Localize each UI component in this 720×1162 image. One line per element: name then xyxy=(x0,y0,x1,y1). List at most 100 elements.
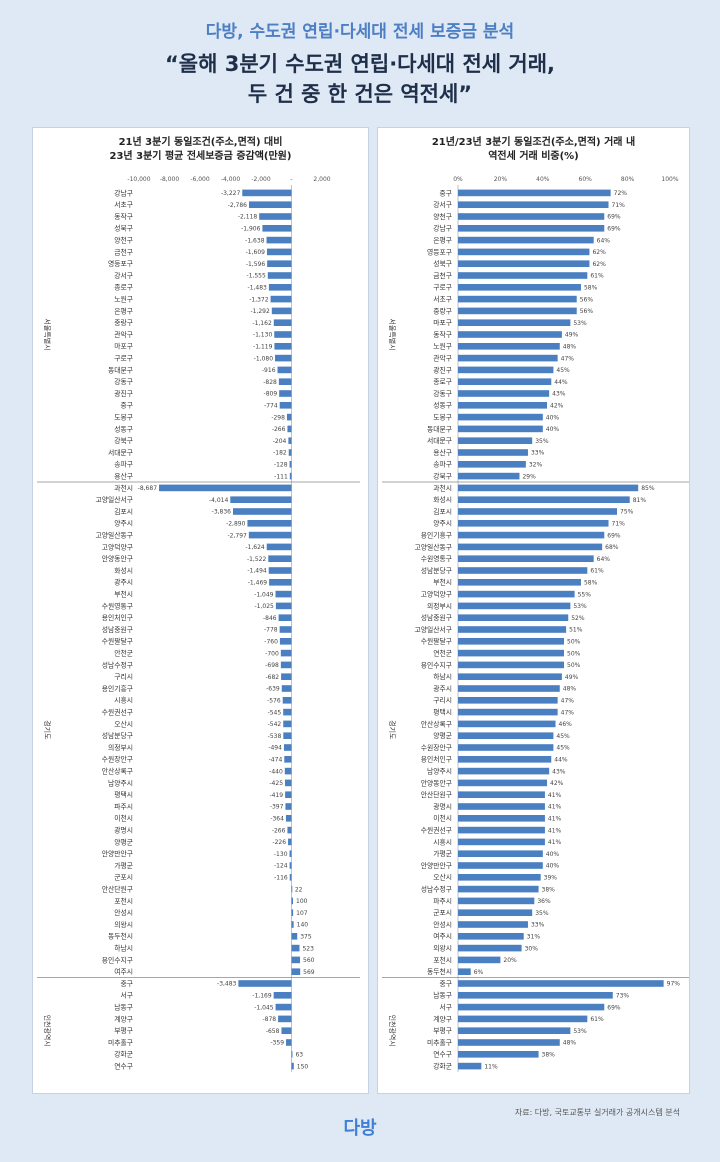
bar xyxy=(278,1015,292,1023)
bar xyxy=(287,425,292,433)
bar xyxy=(458,390,550,397)
value-label: 43% xyxy=(552,768,566,775)
category-label: 광주시 xyxy=(114,579,133,587)
category-label: 성남수정구 xyxy=(421,885,452,894)
bar xyxy=(288,437,292,445)
category-label: 가평군 xyxy=(114,861,133,870)
category-label: 광진구 xyxy=(433,365,452,374)
category-label: 광주시 xyxy=(433,685,452,693)
x-tick-label: 20% xyxy=(494,176,508,183)
value-label: 56% xyxy=(580,308,594,315)
bar xyxy=(291,885,293,893)
bar xyxy=(289,862,292,869)
category-label: 동대문구 xyxy=(427,425,452,433)
value-label: 71% xyxy=(612,521,626,528)
category-label: 고양덕양구 xyxy=(421,590,452,599)
bar xyxy=(279,626,292,633)
category-label: 남동구 xyxy=(114,1003,133,1012)
value-label: 375 xyxy=(300,934,312,941)
bar xyxy=(458,1003,605,1011)
group-label: 경기도 xyxy=(388,720,397,740)
category-label: 동대문구 xyxy=(108,366,133,374)
value-label: -809 xyxy=(264,391,278,398)
category-label: 하남시 xyxy=(433,672,452,681)
category-label: 용산구 xyxy=(433,448,452,457)
value-label: 62% xyxy=(592,261,606,268)
category-label: 부천시 xyxy=(114,590,133,599)
value-label: 41% xyxy=(548,792,562,799)
bar xyxy=(277,366,292,374)
value-label: 140 xyxy=(297,922,309,929)
value-label: 73% xyxy=(616,993,630,1000)
value-label: 49% xyxy=(565,674,579,681)
bar xyxy=(458,661,564,669)
value-label: 45% xyxy=(556,367,570,374)
bar xyxy=(291,921,294,928)
category-label: 포천시 xyxy=(433,955,452,964)
value-label: 45% xyxy=(556,733,570,740)
category-label: 안성시 xyxy=(114,908,133,917)
category-label: 미추홀구 xyxy=(427,1038,452,1047)
category-label: 수원장안구 xyxy=(102,755,133,764)
bar xyxy=(458,472,520,480)
value-label: -1,638 xyxy=(245,237,265,244)
bar xyxy=(288,449,292,456)
bar xyxy=(458,602,571,610)
category-label: 양평군 xyxy=(433,731,452,740)
bar xyxy=(458,496,630,504)
bar xyxy=(270,295,292,303)
bar xyxy=(458,767,550,775)
category-label: 강북구 xyxy=(433,472,452,481)
value-label: 41% xyxy=(548,827,562,834)
category-label: 동두천시 xyxy=(108,932,133,941)
category-label: 중구 xyxy=(120,980,133,988)
bar xyxy=(262,224,292,232)
value-label: -1,025 xyxy=(255,603,275,610)
value-label: -1,494 xyxy=(247,568,267,575)
category-label: 강북구 xyxy=(114,436,133,445)
category-label: 의왕시 xyxy=(114,920,133,929)
dabang-logo: 다방 xyxy=(343,1118,377,1139)
bar xyxy=(275,1003,292,1011)
value-label: 64% xyxy=(597,556,611,563)
value-label: -474 xyxy=(269,757,283,764)
value-label: 35% xyxy=(535,910,549,917)
bar xyxy=(458,449,528,456)
category-label: 강화군 xyxy=(433,1062,452,1071)
category-label: 송파구 xyxy=(433,460,452,469)
category-label: 군포시 xyxy=(114,874,133,882)
category-label: 구리시 xyxy=(114,672,133,681)
bar xyxy=(282,696,292,704)
value-label: -8,687 xyxy=(138,485,158,492)
bar xyxy=(458,484,639,492)
category-label: 미추홀구 xyxy=(108,1038,133,1047)
value-label: 97% xyxy=(667,981,681,988)
category-label: 여주시 xyxy=(114,967,133,976)
value-label: 38% xyxy=(542,886,556,893)
x-tick-label: 80% xyxy=(621,176,635,183)
category-label: 수원영통구 xyxy=(102,601,133,610)
bar xyxy=(458,213,605,220)
bar xyxy=(458,850,543,858)
category-label: 연천군 xyxy=(433,649,452,658)
value-label: 32% xyxy=(529,462,543,469)
category-label: 화성시 xyxy=(433,495,452,504)
value-label: 69% xyxy=(607,1004,621,1011)
value-label: 47% xyxy=(561,698,575,705)
value-label: -266 xyxy=(272,426,286,433)
bar xyxy=(458,248,590,256)
bar xyxy=(458,838,545,846)
bar xyxy=(278,378,292,386)
value-label: -698 xyxy=(265,662,279,669)
category-label: 고양일산서구 xyxy=(95,495,133,504)
category-label: 수원권선구 xyxy=(102,708,133,717)
value-label: -204 xyxy=(273,438,287,445)
value-label: 39% xyxy=(544,875,558,882)
x-tick-label: -10,000 xyxy=(127,176,150,183)
reverse-jeonse-share-chart-panel: 21년/23년 3분기 동일조건(주소,면적) 거래 내 역전세 거래 비중(%… xyxy=(377,127,690,1094)
category-label: 부천시 xyxy=(433,578,452,587)
source-note: 자료: 다방, 국토교통부 실거래가 공개시스템 분석 xyxy=(514,1108,680,1117)
value-label: -1,080 xyxy=(254,355,274,362)
bar xyxy=(458,991,613,999)
bar xyxy=(285,779,292,787)
